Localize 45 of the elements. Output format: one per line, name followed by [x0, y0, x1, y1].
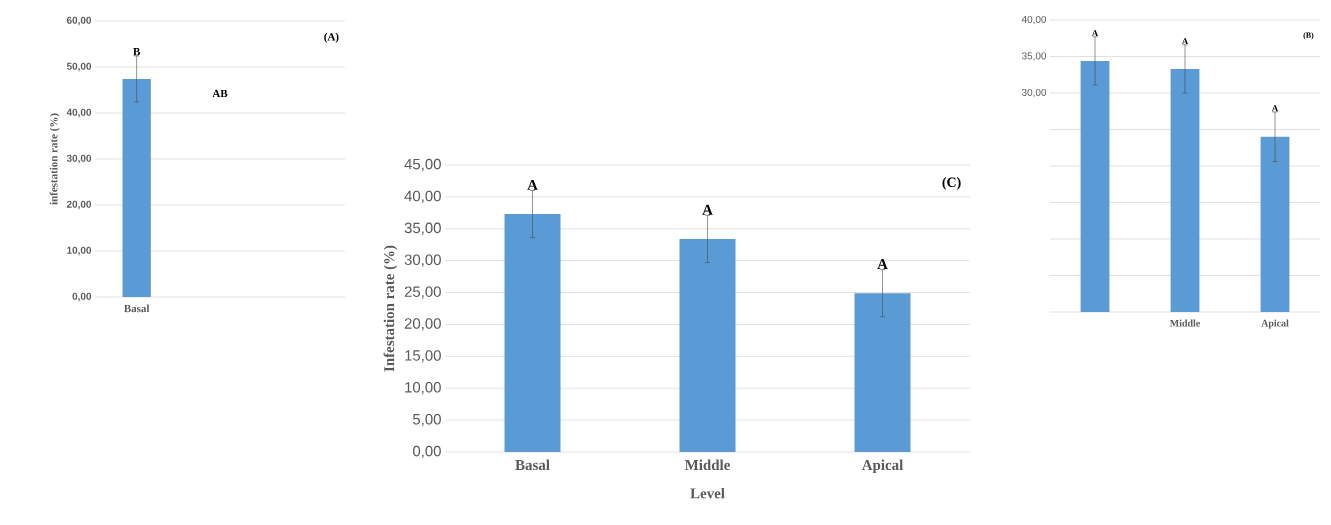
bar: [854, 293, 911, 452]
x-tick-label: Apical: [1261, 319, 1289, 329]
data-label: B: [133, 48, 141, 56]
y-tick-label: 35,00: [1021, 52, 1047, 61]
text: (C): [942, 177, 961, 190]
y-tick-label: 0,00: [412, 445, 441, 459]
bar: [679, 238, 736, 452]
y-tick-label: 20,00: [404, 318, 441, 331]
y-tick-label: 45,00: [404, 158, 441, 172]
y-tick-label: 25,00: [404, 286, 441, 299]
data-label: A: [702, 204, 713, 215]
x-tick-label: Middle: [1169, 319, 1200, 327]
x-tick-label: Middle: [684, 459, 730, 471]
bar: [504, 214, 561, 452]
x-axis-title: Level: [690, 487, 725, 499]
y-tick-label: 40,00: [1021, 15, 1047, 25]
data-label: A: [527, 179, 538, 190]
y-tick-label: 30,00: [404, 254, 441, 267]
y-tick-label: 10,00: [405, 382, 441, 395]
text: (A): [324, 32, 339, 43]
bar: [1080, 60, 1110, 312]
y-tick-label: 40,00: [404, 190, 441, 204]
y-tick-label: 5,00: [412, 413, 441, 427]
data-label: A: [1091, 30, 1099, 37]
data-label: A: [877, 259, 888, 269]
annotation: AB: [212, 89, 228, 98]
data-label: A: [1271, 105, 1279, 112]
y-tick-label: 30,00: [1021, 88, 1047, 98]
y-tick-label: 0,00: [72, 292, 92, 302]
y-tick-label: 50,00: [66, 62, 92, 72]
y-axis-title: Infestation rate (%): [383, 245, 398, 372]
x-tick-label: Basal: [515, 459, 550, 471]
y-tick-label: 40,00: [66, 108, 92, 118]
y-tick-label: 10,00: [67, 246, 92, 256]
y-tick-label: 15,00: [405, 350, 441, 363]
y-axis-title: infestation rate (%): [49, 113, 60, 205]
x-tick-label: Basal: [124, 304, 150, 313]
bar: [1170, 68, 1200, 312]
bar: [1260, 136, 1290, 312]
x-tick-label: Apical: [861, 459, 903, 474]
y-tick-label: 60,00: [66, 16, 92, 26]
y-tick-label: 35,00: [404, 222, 441, 235]
y-tick-label: 30,00: [66, 154, 92, 164]
data-label: A: [1181, 38, 1189, 45]
y-tick-label: 20,00: [66, 200, 92, 210]
